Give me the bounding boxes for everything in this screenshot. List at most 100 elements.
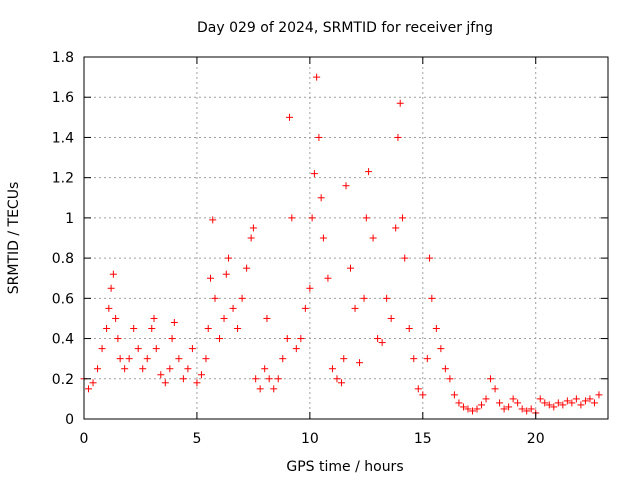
data-point [175,355,183,363]
y-tick-label: 1.8 [52,50,74,66]
data-point [410,355,418,363]
data-point [317,194,325,202]
data-points [80,73,603,417]
data-point [193,379,201,387]
data-point [301,304,309,312]
data-point [297,335,305,343]
data-point [536,395,544,403]
data-point [114,335,122,343]
data-point [328,365,336,373]
x-tick-label: 0 [80,431,89,447]
data-point [437,345,445,353]
data-point [234,325,242,332]
data-point [274,375,282,383]
data-point [247,234,255,242]
x-tick-label: 20 [527,431,545,447]
data-point [414,385,422,393]
data-point [243,264,251,272]
data-point [450,391,458,399]
data-point [279,355,287,363]
data-point [419,391,427,399]
data-point [170,318,178,326]
data-point [581,397,589,405]
data-point [179,375,187,383]
data-point [401,254,409,262]
x-tick-label: 5 [192,431,201,447]
x-axis-ticks: 0 5 10 15 20 [80,57,545,447]
data-point [238,294,246,302]
data-point [270,385,278,393]
data-point [446,375,454,383]
data-point [383,294,391,302]
data-point [139,365,147,373]
x-tick-label: 15 [414,431,432,447]
data-point [342,182,350,190]
data-point [157,371,165,379]
data-point [98,345,106,353]
data-point [292,345,300,353]
data-point [500,405,508,413]
data-point [398,214,406,222]
y-tick-label: 0.8 [52,251,74,267]
data-point [220,314,228,322]
data-point [577,401,585,409]
y-tick-label: 0.2 [52,372,74,388]
data-point [288,214,296,222]
y-axis-ticks: 0 0.2 0.4 0.6 0.8 1 1.2 1.4 1.6 1.8 [52,50,608,428]
data-point [441,365,449,373]
data-point [306,284,314,292]
plot-frame [83,56,609,420]
data-point [85,385,93,393]
data-point [568,399,576,407]
y-tick-label: 1.4 [52,130,74,146]
data-point [527,405,535,413]
data-point [468,407,476,415]
data-point [563,397,571,405]
data-point [554,399,562,407]
data-point [152,345,160,353]
data-point [365,168,373,176]
data-point [150,314,158,322]
data-point [206,274,214,282]
data-point [315,133,323,141]
data-point [94,365,102,373]
x-tick-label: 10 [301,431,319,447]
data-point [225,254,233,262]
data-point [590,399,598,407]
data-point [396,99,404,107]
data-point [394,133,402,141]
data-point [369,234,377,242]
data-point [505,403,513,411]
data-point [310,170,318,178]
data-point [204,325,212,332]
y-tick-label: 1 [65,211,74,227]
data-point [229,304,237,312]
y-tick-label: 0.4 [52,332,74,348]
data-point [202,355,210,363]
data-point [523,407,531,415]
x-axis-title: GPS time / hours [286,459,403,475]
data-point [333,375,341,383]
data-point [478,401,486,409]
data-point [89,379,97,387]
data-point [432,325,440,332]
data-point [496,399,504,407]
data-point [188,345,196,353]
data-point [356,359,364,367]
data-point [252,375,260,383]
data-point [491,385,499,393]
data-point [121,365,129,373]
data-point [184,365,192,373]
data-point [545,401,553,409]
data-point [347,264,355,272]
data-point [143,355,151,363]
data-point [362,214,370,222]
data-point [337,379,345,387]
data-point [308,214,316,222]
data-point [116,355,124,363]
y-tick-label: 1.6 [52,90,74,106]
data-point [509,395,517,403]
data-point [125,355,133,363]
data-point [428,294,436,302]
